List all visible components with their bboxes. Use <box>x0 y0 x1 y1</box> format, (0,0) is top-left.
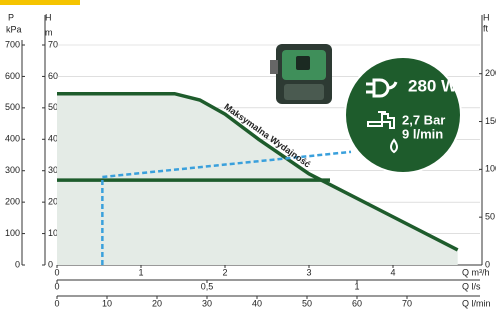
x-tick-label: 3 <box>306 267 311 277</box>
x-tick-label: 50 <box>302 298 312 308</box>
x-tick-label: 1 <box>138 267 143 277</box>
x-tick-label: 1 <box>354 281 359 291</box>
x-tick-label: 60 <box>352 298 362 308</box>
y-axis-unit: m <box>45 27 53 37</box>
y2-tick-label: 50 <box>485 212 495 222</box>
x-tick-label: 0 <box>54 298 59 308</box>
x-tick-label: 30 <box>202 298 212 308</box>
p-tick-label: 0 <box>15 259 20 269</box>
y2-tick-label: 200 <box>485 68 496 78</box>
pump-image <box>270 44 332 104</box>
y-tick-label: 60 <box>48 71 58 81</box>
p-tick-label: 300 <box>5 165 20 175</box>
y-axis-label: H <box>45 12 52 22</box>
y-tick-label: 0 <box>48 259 53 269</box>
y-tick-label: 30 <box>48 165 58 175</box>
power-label: 280 W <box>408 76 458 95</box>
y2-axis-label: H <box>483 12 490 22</box>
x-tick-label: 20 <box>152 298 162 308</box>
p-axis-unit: kPa <box>6 24 22 34</box>
x-tick-label: 0 <box>54 267 59 277</box>
p-tick-label: 100 <box>5 228 20 238</box>
y-tick-label: 10 <box>48 228 58 238</box>
x-tick-label: 0 <box>54 281 59 291</box>
y2-axis-unit: ft <box>483 23 489 33</box>
x-tick-label: 0,5 <box>201 281 214 291</box>
x-tick-label: 40 <box>252 298 262 308</box>
x-axis-label: Q l/s <box>462 281 481 291</box>
badge: 280 W 2,7 Bar 9 l/min <box>345 57 461 173</box>
y2-tick-label: 100 <box>485 164 496 174</box>
y-tick-label: 70 <box>48 39 58 49</box>
x-tick-label: 4 <box>390 267 395 277</box>
p-axis-label: P <box>8 12 14 22</box>
y-tick-label: 40 <box>48 134 58 144</box>
x-tick-label: 2 <box>222 267 227 277</box>
x-axis-label: Q m³/h <box>462 267 490 277</box>
x-tick-label: 70 <box>402 298 412 308</box>
y-tick-label: 50 <box>48 102 58 112</box>
p-tick-label: 500 <box>5 102 20 112</box>
p-tick-label: 600 <box>5 71 20 81</box>
p-tick-label: 700 <box>5 39 20 49</box>
p-tick-label: 400 <box>5 134 20 144</box>
chart: P kPa H m H ft 0102030405060700100200300… <box>0 0 496 311</box>
p-tick-label: 200 <box>5 197 20 207</box>
x-tick-label: 10 <box>102 298 112 308</box>
brand-bar <box>0 0 80 5</box>
y-tick-label: 20 <box>48 197 58 207</box>
y2-tick-label: 150 <box>485 116 496 126</box>
x-axis-label: Q l/min <box>462 298 491 308</box>
flow-label: 9 l/min <box>402 126 443 141</box>
pressure-label: 2,7 Bar <box>402 112 445 127</box>
